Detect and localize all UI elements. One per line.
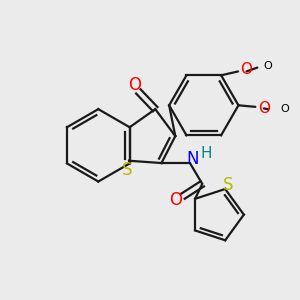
Text: O: O [241, 62, 253, 77]
Text: H: H [200, 146, 212, 161]
Text: O: O [263, 61, 272, 71]
Text: O: O [169, 191, 182, 209]
Text: N: N [186, 150, 199, 168]
Text: S: S [223, 176, 233, 194]
Text: S: S [122, 161, 132, 179]
Text: O: O [258, 101, 270, 116]
Text: O: O [281, 104, 290, 114]
Text: O: O [128, 76, 141, 94]
